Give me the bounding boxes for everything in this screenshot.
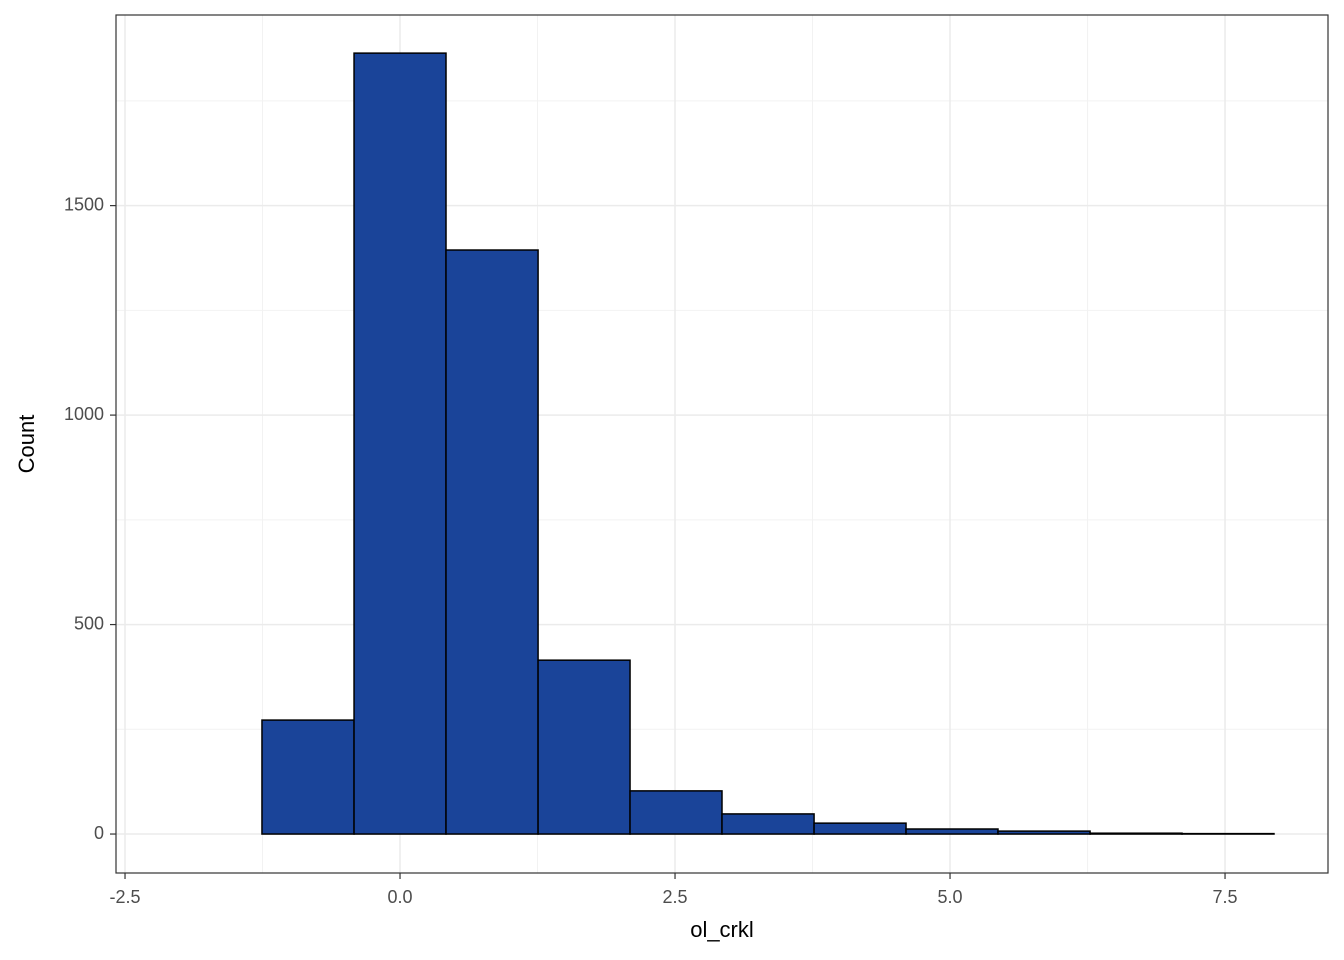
bar	[1089, 832, 1183, 835]
bar	[353, 52, 447, 835]
bar	[905, 828, 999, 835]
plot-border	[115, 14, 1329, 874]
bar	[721, 813, 815, 835]
x-tick-label: 7.5	[1213, 887, 1238, 907]
bar	[997, 830, 1091, 835]
x-axis-title: ol_crkl	[690, 917, 754, 942]
y-tick-label: 0	[94, 823, 104, 843]
x-tick-label: -2.5	[110, 887, 141, 907]
bar	[445, 249, 539, 835]
x-tick-label: 0.0	[388, 887, 413, 907]
y-tick-label: 1000	[64, 404, 104, 424]
x-tick-label: 5.0	[938, 887, 963, 907]
y-tick-label: 500	[74, 613, 104, 633]
x-tick-label: 2.5	[663, 887, 688, 907]
bar	[261, 719, 355, 835]
bar	[537, 659, 631, 835]
bar	[629, 790, 723, 835]
y-tick-label: 1500	[64, 194, 104, 214]
bar	[813, 822, 907, 835]
y-axis-title: Count	[14, 415, 39, 474]
